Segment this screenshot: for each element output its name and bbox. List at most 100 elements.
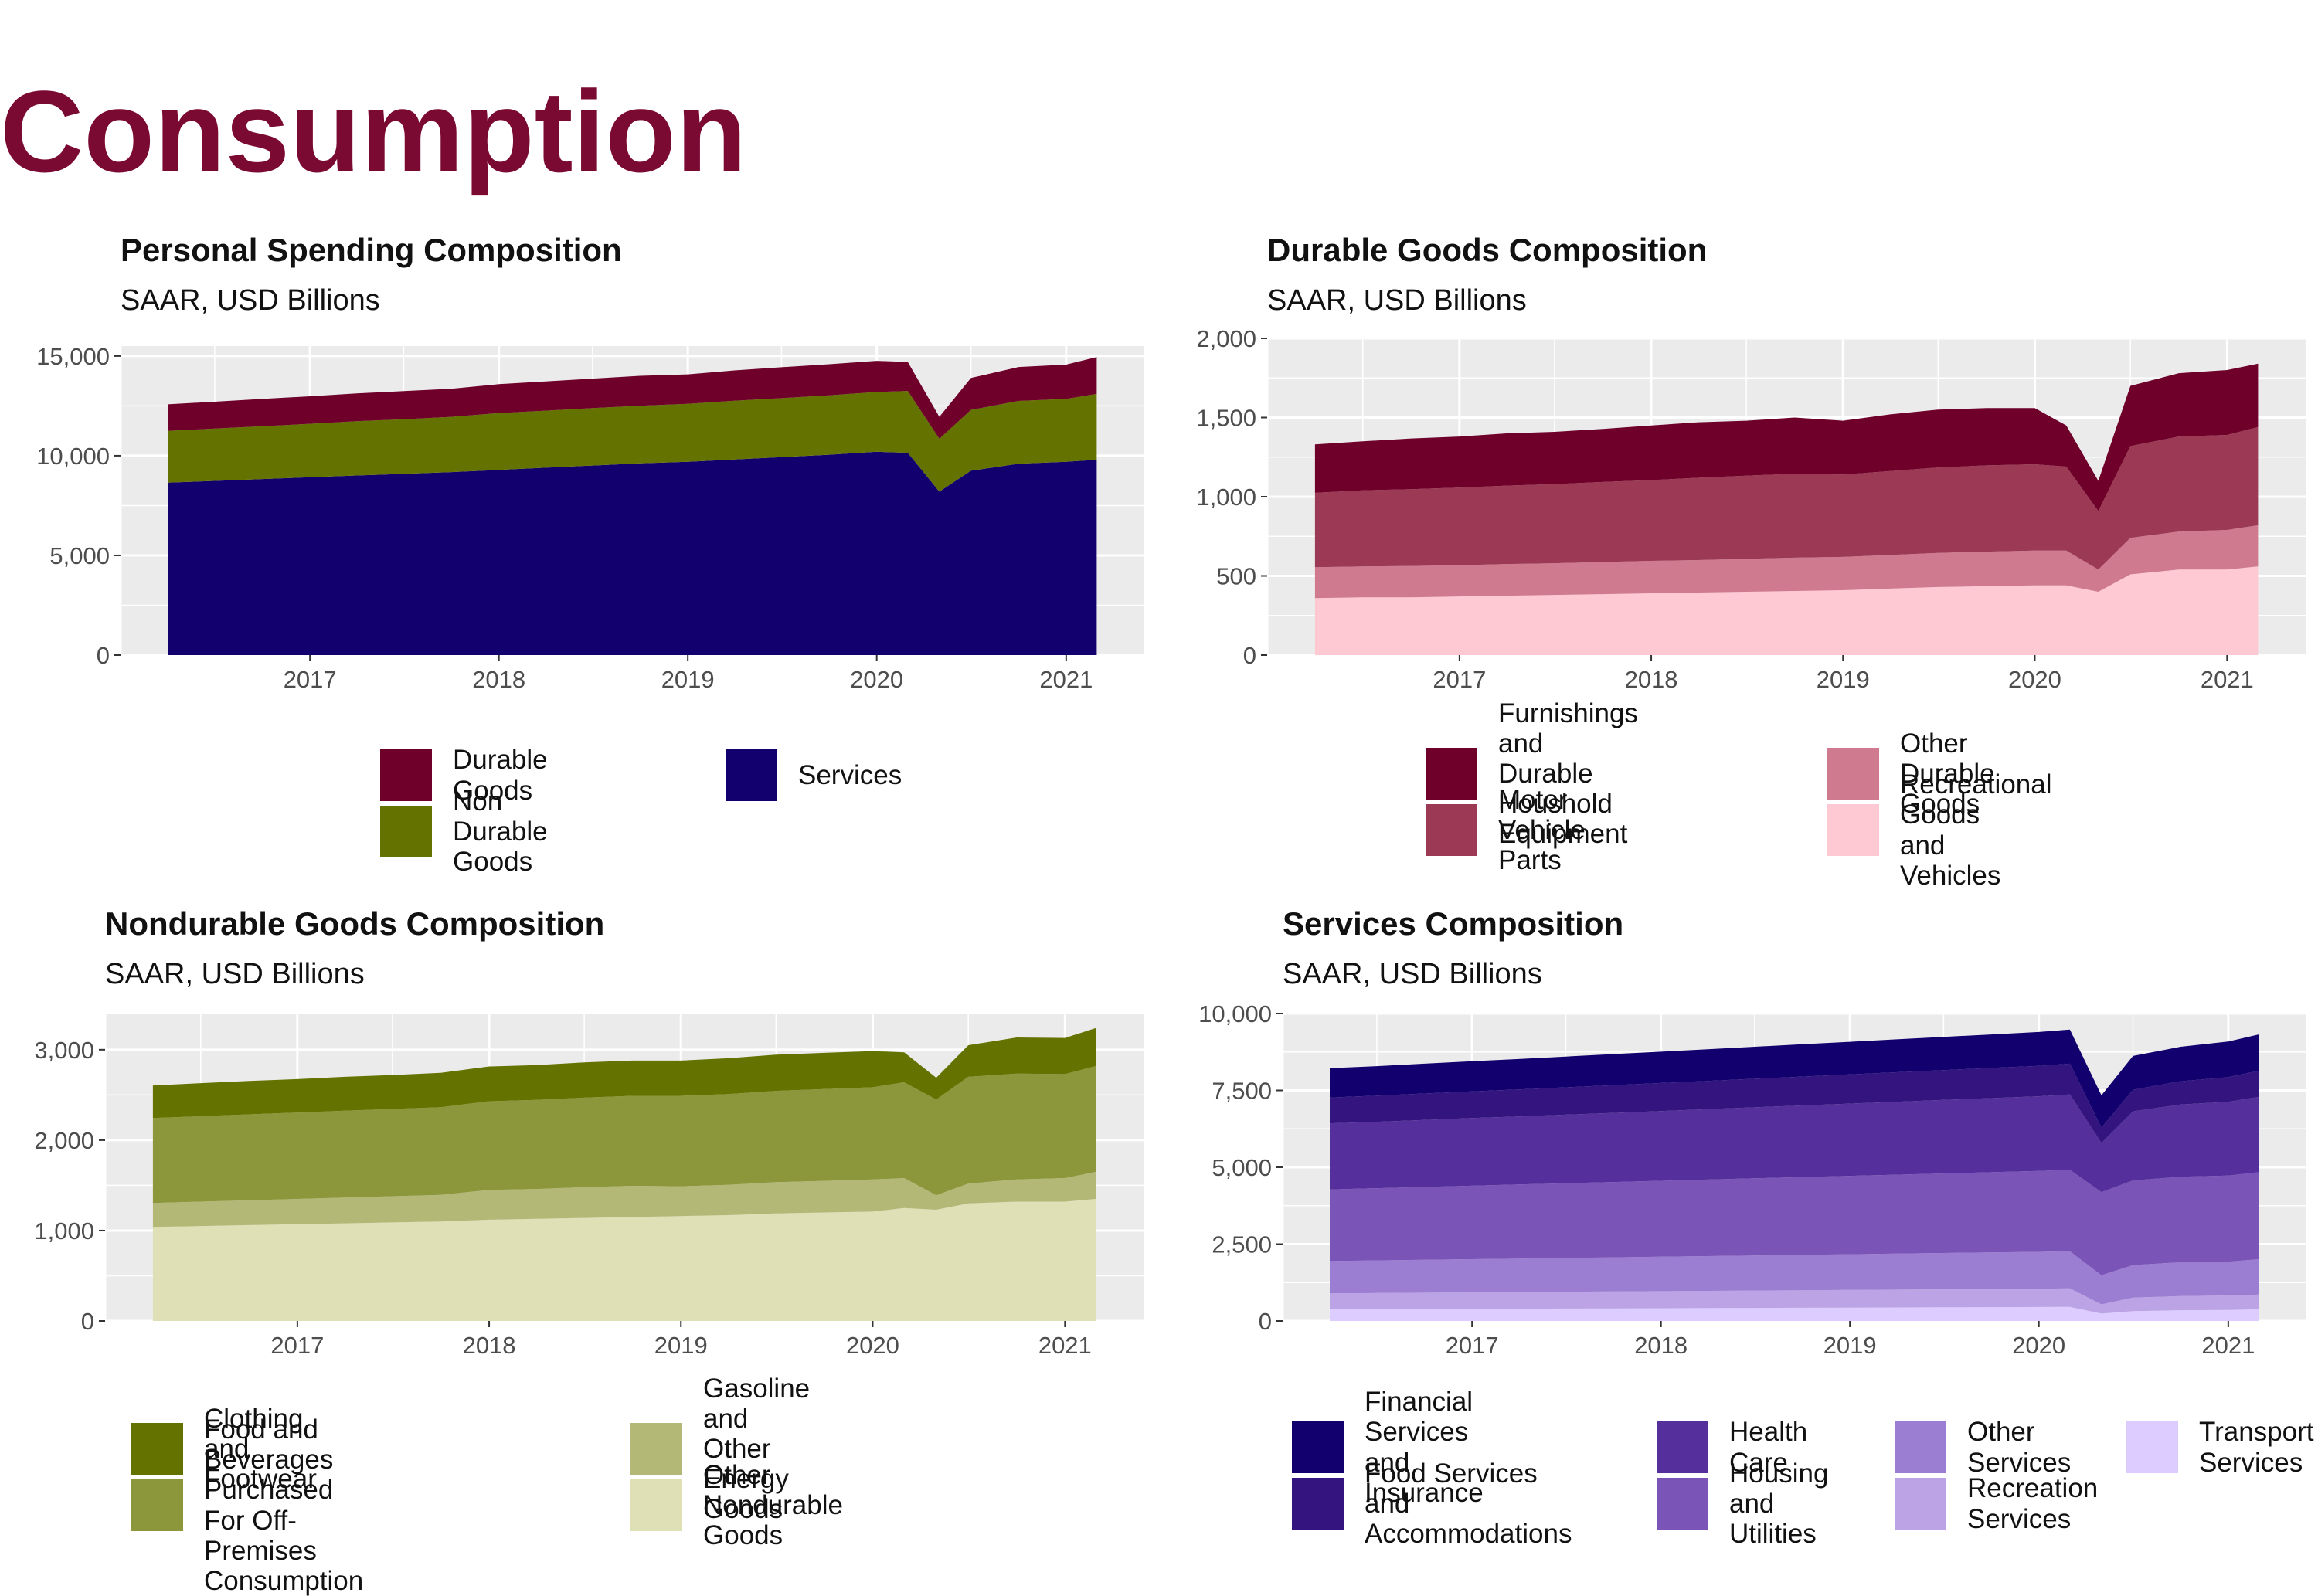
x-tick-label: 2017 bbox=[1433, 666, 1486, 693]
legend-swatch bbox=[1827, 804, 1879, 856]
legend-swatch bbox=[630, 1423, 682, 1475]
chart-title: Personal Spending Composition bbox=[121, 232, 622, 268]
legend-swatch bbox=[1895, 1421, 1946, 1473]
legend-swatch bbox=[1657, 1421, 1708, 1473]
legend-swatch bbox=[1827, 748, 1879, 800]
chart-subtitle: SAAR, USD Billions bbox=[105, 958, 365, 990]
x-tick-label: 2017 bbox=[1446, 1332, 1499, 1359]
legend-label: Recreational Goods and Vehicles bbox=[1900, 769, 2052, 891]
area-series-non-durable-goods bbox=[168, 391, 1097, 492]
chart-subtitle: SAAR, USD Billions bbox=[1283, 958, 1542, 990]
legend-swatch bbox=[1426, 748, 1477, 800]
area-series-motor-vehicle-parts bbox=[1314, 426, 2259, 570]
y-tick-label: 15,000 bbox=[36, 343, 110, 370]
area-series-gasoline-and-other-energy-goods bbox=[152, 1171, 1096, 1228]
legend-swatch bbox=[630, 1479, 682, 1531]
y-tick-label: 5,000 bbox=[1212, 1154, 1272, 1181]
area-series-recreation-services bbox=[1330, 1288, 2259, 1314]
area-series-durable-goods bbox=[168, 357, 1097, 439]
area-series-services bbox=[168, 451, 1097, 655]
area-series-food-and-beverages-purchased-for-off-premises-consumption bbox=[152, 1065, 1096, 1204]
area-series-other-nondurable-goods bbox=[152, 1199, 1096, 1321]
x-tick-label: 2021 bbox=[1039, 666, 1093, 693]
y-tick-label: 2,000 bbox=[1196, 325, 1256, 352]
y-tick-label: 5,000 bbox=[49, 542, 110, 569]
legend-label: Motor Vehicle Parts bbox=[1498, 784, 1586, 876]
x-tick-label: 2021 bbox=[1038, 1332, 1092, 1359]
x-tick-label: 2021 bbox=[2201, 1332, 2255, 1359]
legend-label: Food Services and Accommodations bbox=[1365, 1458, 1572, 1550]
legend-swatch bbox=[1292, 1478, 1344, 1530]
legend-label: Transport Services bbox=[2199, 1417, 2314, 1478]
area-series-food-services-and-accommodations bbox=[1330, 1063, 2259, 1143]
x-tick-label: 2018 bbox=[472, 666, 525, 693]
x-tick-label: 2019 bbox=[661, 666, 715, 693]
chart-title: Services Composition bbox=[1283, 905, 1624, 942]
legend-label: Other Services bbox=[1967, 1417, 2072, 1478]
y-tick-label: 0 bbox=[1243, 642, 1256, 669]
area-series-health-care bbox=[1330, 1094, 2259, 1193]
x-tick-label: 2018 bbox=[463, 1332, 516, 1359]
plot-background bbox=[121, 346, 1144, 655]
legend-label: Health Care bbox=[1729, 1417, 1808, 1478]
x-tick-label: 2018 bbox=[1634, 1332, 1688, 1359]
legend-swatch bbox=[380, 749, 432, 801]
x-tick-label: 2017 bbox=[284, 666, 337, 693]
y-tick-label: 2,500 bbox=[1212, 1231, 1272, 1258]
area-series-recreational-goods-and-vehicles bbox=[1314, 566, 2259, 655]
legend-swatch bbox=[1657, 1478, 1708, 1530]
x-tick-label: 2018 bbox=[1625, 666, 1678, 693]
y-tick-label: 0 bbox=[1259, 1308, 1272, 1335]
x-tick-label: 2019 bbox=[1817, 666, 1870, 693]
legend-label: Durable Goods bbox=[453, 745, 548, 806]
chart-title: Nondurable Goods Composition bbox=[105, 905, 605, 942]
y-tick-label: 10,000 bbox=[1198, 1000, 1272, 1027]
legend-label: Services bbox=[798, 759, 902, 790]
y-tick-label: 7,500 bbox=[1212, 1078, 1272, 1105]
legend-swatch bbox=[1292, 1421, 1344, 1473]
y-tick-label: 1,000 bbox=[34, 1217, 94, 1245]
chart-title: Durable Goods Composition bbox=[1267, 232, 1708, 268]
area-series-housing-and-utilities bbox=[1330, 1170, 2259, 1275]
area-series-other-services bbox=[1330, 1251, 2259, 1305]
plot-background bbox=[1283, 1014, 2306, 1321]
plot-background bbox=[105, 1014, 1144, 1321]
legend-label: Food and Beverages Purchased For Off-Pre… bbox=[204, 1414, 364, 1596]
x-tick-label: 2020 bbox=[846, 1332, 899, 1359]
y-tick-label: 3,000 bbox=[34, 1037, 94, 1064]
legend-label: Housing and Utilities bbox=[1729, 1458, 1829, 1550]
legend-swatch bbox=[726, 749, 777, 801]
legend-label: Other Durable Goods bbox=[1900, 728, 1995, 820]
x-tick-label: 2019 bbox=[1823, 1332, 1877, 1359]
y-tick-label: 0 bbox=[97, 642, 110, 669]
x-tick-label: 2020 bbox=[2008, 666, 2061, 693]
area-series-financial-services-and-insurance bbox=[1330, 1029, 2259, 1128]
legend-swatch bbox=[380, 806, 432, 857]
area-series-clothing-and-footwear bbox=[152, 1027, 1096, 1119]
legend-label: Other Nondurable Goods bbox=[703, 1459, 843, 1551]
x-tick-label: 2017 bbox=[270, 1332, 324, 1359]
x-tick-label: 2021 bbox=[2201, 666, 2254, 693]
x-tick-label: 2020 bbox=[2012, 1332, 2065, 1359]
legend-swatch bbox=[1426, 804, 1477, 856]
legend-label: Recreation Services bbox=[1967, 1473, 2099, 1534]
plot-background bbox=[1267, 338, 2306, 655]
x-tick-label: 2019 bbox=[654, 1332, 708, 1359]
area-series-other-durable-goods bbox=[1314, 525, 2259, 599]
x-tick-label: 2020 bbox=[850, 666, 903, 693]
legend-swatch bbox=[2126, 1421, 2178, 1473]
y-tick-label: 1,500 bbox=[1196, 405, 1256, 432]
y-tick-label: 500 bbox=[1216, 563, 1256, 590]
chart-subtitle: SAAR, USD Billions bbox=[1267, 284, 1527, 317]
legend-label: Non Durable Goods bbox=[453, 786, 548, 878]
page-title: Consumption bbox=[0, 66, 747, 196]
legend-swatch bbox=[131, 1423, 183, 1475]
y-tick-label: 1,000 bbox=[1196, 484, 1256, 511]
y-tick-label: 0 bbox=[81, 1308, 94, 1335]
area-series-furnishings-and-durable-houshold-equipment bbox=[1314, 363, 2259, 511]
area-series-transport-services bbox=[1330, 1306, 2259, 1321]
y-tick-label: 10,000 bbox=[36, 443, 110, 470]
legend-swatch bbox=[1895, 1478, 1946, 1530]
chart-subtitle: SAAR, USD Billions bbox=[121, 284, 380, 317]
y-tick-label: 2,000 bbox=[34, 1127, 94, 1154]
